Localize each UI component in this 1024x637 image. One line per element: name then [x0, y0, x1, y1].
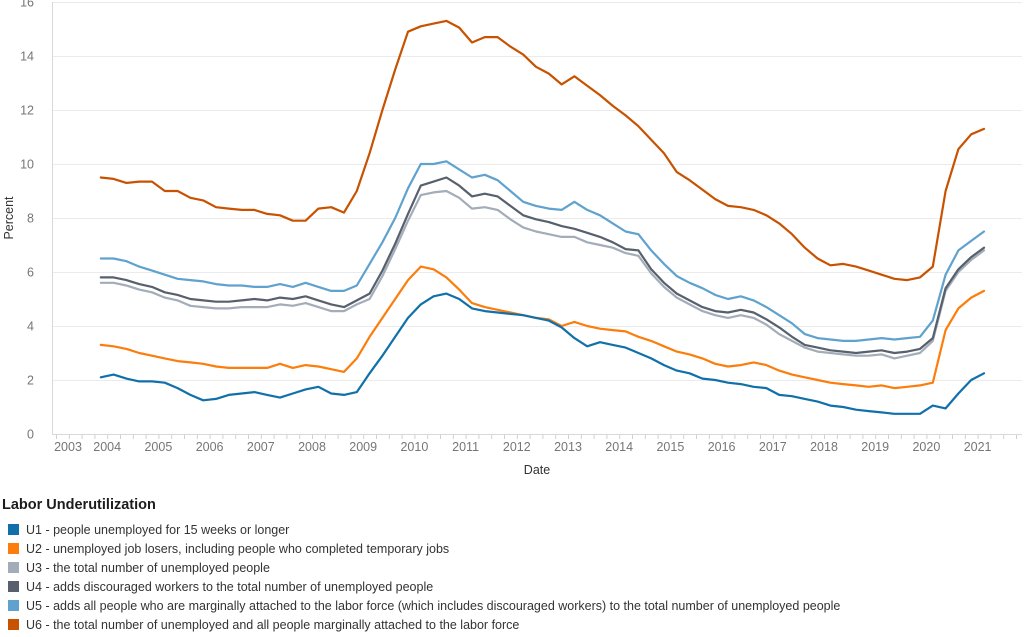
legend-swatch-u6 — [8, 619, 19, 630]
x-tick-label-2012: 2012 — [503, 440, 531, 454]
legend-swatch-u5 — [8, 600, 19, 611]
legend-item-u3[interactable]: U3 - the total number of unemployed peop… — [0, 558, 1024, 577]
legend-item-u2[interactable]: U2 - unemployed job losers, including pe… — [0, 539, 1024, 558]
series-line-u5[interactable] — [99, 160, 986, 342]
legend-item-label: U2 - unemployed job losers, including pe… — [26, 541, 450, 556]
series-line-u1[interactable] — [99, 292, 986, 415]
legend-item-u6[interactable]: U6 - the total number of unemployed and … — [0, 615, 1024, 634]
x-tick-label-2020: 2020 — [912, 440, 940, 454]
legend-swatch-u4 — [8, 581, 19, 592]
line-chart-area: 2003 2004 2005 2006 2007 2008 2009 2010 2011 2012… — [2, 0, 1022, 477]
x-tick-label-2021: 2021 — [964, 440, 992, 454]
x-tick-label-2004: 2004 — [93, 440, 121, 454]
y-tick-label-4: 4 — [27, 320, 34, 334]
x-tick-label-2013: 2013 — [554, 440, 582, 454]
x-tick-label-2008: 2008 — [298, 440, 326, 454]
y-tick-label-6: 6 — [27, 266, 34, 280]
legend-item-u1[interactable]: U1 - people unemployed for 15 weeks or l… — [0, 520, 1024, 539]
x-tick-label-2017: 2017 — [759, 440, 787, 454]
x-axis-title: Date — [524, 463, 550, 477]
y-tick-label-12: 12 — [20, 104, 34, 118]
x-tick-label-2015: 2015 — [656, 440, 684, 454]
x-tick-label-2018: 2018 — [810, 440, 838, 454]
x-tick-label-2011: 2011 — [452, 440, 479, 454]
legend-item-label: U6 - the total number of unemployed and … — [26, 617, 520, 632]
y-tick-label-0: 0 — [27, 428, 34, 442]
legend-swatch-u3 — [8, 562, 19, 573]
x-tick-label-2010: 2010 — [400, 440, 428, 454]
y-tick-label-14: 14 — [20, 50, 34, 64]
y-tick-label-8: 8 — [27, 212, 34, 226]
legend-swatch-u1 — [8, 524, 19, 535]
legend-items: U1 - people unemployed for 15 weeks or l… — [0, 520, 1024, 634]
legend-item-label: U4 - adds discouraged workers to the tot… — [26, 579, 434, 594]
labor-underutilization-line-chart: 2003 2004 2005 2006 2007 2008 2009 2010 2011 2012… — [2, 0, 1022, 477]
x-tick-label-2007: 2007 — [247, 440, 275, 454]
x-tick-label-2005: 2005 — [144, 440, 172, 454]
y-axis-title: Percent — [2, 196, 16, 240]
x-tick-label-2006: 2006 — [196, 440, 224, 454]
x-tick-label-2003: 2003 — [54, 440, 82, 454]
series-line-u6[interactable] — [99, 19, 986, 282]
y-tick-label-16: 16 — [20, 0, 34, 10]
y-tick-label-2: 2 — [27, 374, 34, 388]
legend-swatch-u2 — [8, 543, 19, 554]
legend-title: Labor Underutilization — [2, 497, 156, 513]
legend-item-label: U3 - the total number of unemployed peop… — [26, 560, 270, 575]
x-tick-label-2019: 2019 — [861, 440, 889, 454]
legend-item-label: U5 - adds all people who are marginally … — [26, 598, 841, 613]
y-tick-label-10: 10 — [20, 158, 34, 172]
legend: Labor Underutilization U1 - people unemp… — [0, 497, 1024, 634]
x-tick-label-2009: 2009 — [349, 440, 377, 454]
x-tick-label-2014: 2014 — [605, 440, 633, 454]
legend-item-label: U1 - people unemployed for 15 weeks or l… — [26, 522, 290, 537]
legend-item-u5[interactable]: U5 - adds all people who are marginally … — [0, 596, 1024, 615]
series-line-u3[interactable] — [99, 189, 986, 360]
legend-item-u4[interactable]: U4 - adds discouraged workers to the tot… — [0, 577, 1024, 596]
series-line-u4[interactable] — [99, 176, 986, 355]
x-tick-label-2016: 2016 — [708, 440, 736, 454]
